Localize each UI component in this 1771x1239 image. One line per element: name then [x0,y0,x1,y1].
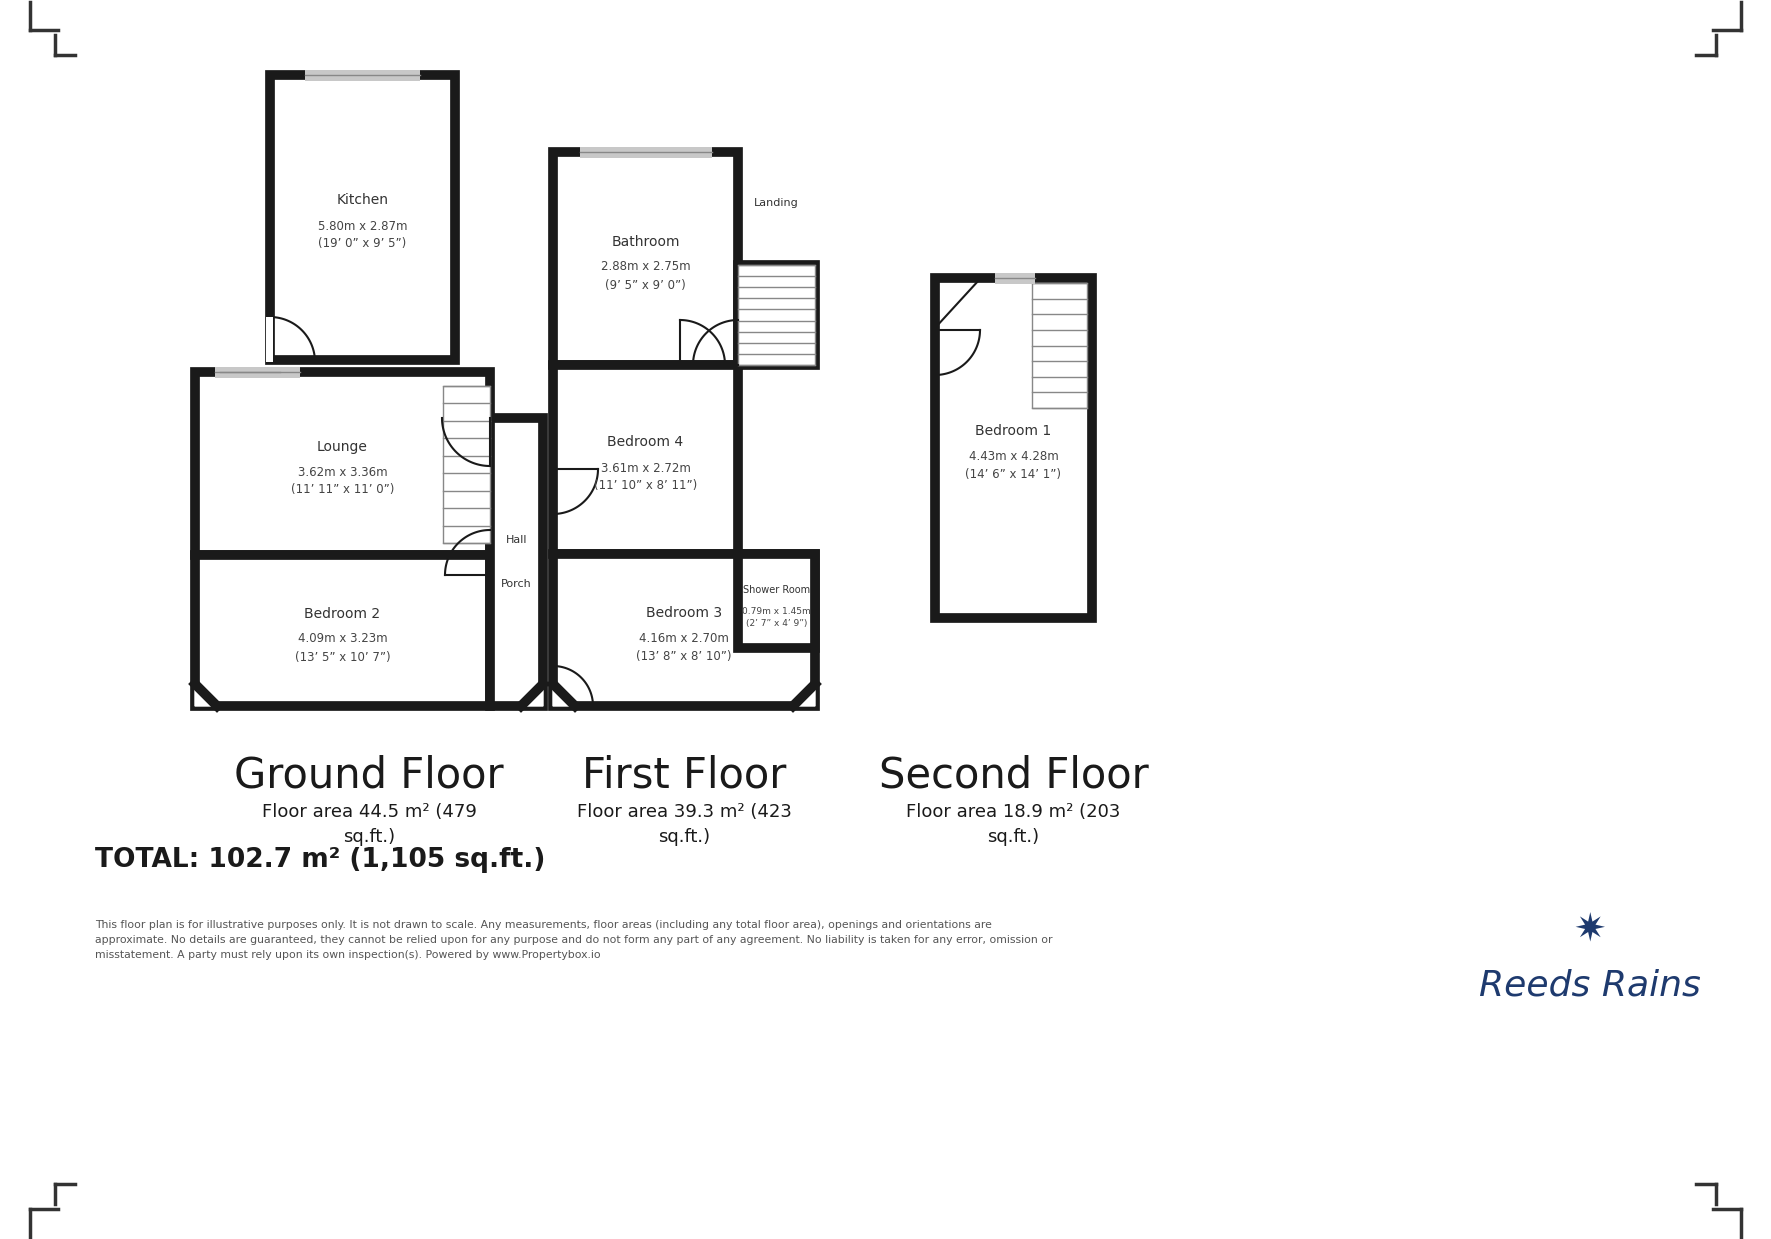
Text: 5.80m x 2.87m
(19’ 0” x 9’ 5”): 5.80m x 2.87m (19’ 0” x 9’ 5”) [317,219,407,250]
Text: Bathroom: Bathroom [611,234,680,249]
Text: First Floor: First Floor [583,755,786,797]
Text: TOTAL: 102.7 m² (1,105 sq.ft.): TOTAL: 102.7 m² (1,105 sq.ft.) [96,847,545,873]
Text: This floor plan is for illustrative purposes only. It is not drawn to scale. Any: This floor plan is for illustrative purp… [96,921,1052,959]
Text: Bedroom 3: Bedroom 3 [646,606,723,620]
Polygon shape [195,684,218,706]
Text: 0.79m x 1.45m
(2’ 7” x 4’ 9”): 0.79m x 1.45m (2’ 7” x 4’ 9”) [742,607,811,628]
Text: ✷: ✷ [1574,911,1606,949]
Bar [935,278,1093,618]
Text: 4.43m x 4.28m
(14’ 6” x 14’ 1”): 4.43m x 4.28m (14’ 6” x 14’ 1”) [965,450,1061,481]
Text: Floor area 39.3 m² (423
sq.ft.): Floor area 39.3 m² (423 sq.ft.) [577,803,792,846]
Bar [195,372,491,555]
Text: Floor area 44.5 m² (479
sq.ft.): Floor area 44.5 m² (479 sq.ft.) [262,803,476,846]
Text: Bedroom 2: Bedroom 2 [305,607,381,621]
Bar [739,265,815,366]
Text: 3.61m x 2.72m
(11’ 10” x 8’ 11”): 3.61m x 2.72m (11’ 10” x 8’ 11”) [593,461,698,492]
Bar [443,387,491,543]
Text: Shower Room: Shower Room [744,585,809,595]
Bar [214,367,280,378]
Bar [739,265,815,366]
Bar [1032,282,1087,408]
Text: Floor area 18.9 m² (203
sq.ft.): Floor area 18.9 m² (203 sq.ft.) [907,803,1121,846]
Text: Kitchen: Kitchen [336,193,388,207]
Bar [553,366,739,554]
Bar [220,367,299,378]
Text: 4.16m x 2.70m
(13’ 8” x 8’ 10”): 4.16m x 2.70m (13’ 8” x 8’ 10”) [636,632,731,663]
Bar [553,152,739,366]
Bar [739,554,815,648]
Text: 3.62m x 3.36m
(11’ 11” x 11’ 0”): 3.62m x 3.36m (11’ 11” x 11’ 0”) [290,466,395,497]
Text: Reeds Rains: Reeds Rains [1479,968,1700,1002]
Text: 4.09m x 3.23m
(13’ 5” x 10’ 7”): 4.09m x 3.23m (13’ 5” x 10’ 7”) [294,632,390,664]
Polygon shape [553,684,576,706]
Bar [995,273,1034,284]
Polygon shape [521,684,544,706]
Text: Lounge: Lounge [317,440,368,453]
Text: Ground Floor: Ground Floor [234,755,503,797]
Bar [195,555,491,706]
Text: Bedroom 4: Bedroom 4 [607,435,684,450]
Bar [266,317,273,362]
Bar [269,76,455,361]
Text: 2.88m x 2.75m
(9’ 5” x 9’ 0”): 2.88m x 2.75m (9’ 5” x 9’ 0”) [600,260,691,291]
Text: Porch: Porch [501,579,531,589]
Text: Bedroom 1: Bedroom 1 [976,424,1052,439]
Text: Landing: Landing [754,198,799,208]
Polygon shape [793,684,815,706]
Text: Second Floor: Second Floor [878,755,1148,797]
Bar [266,401,273,406]
Bar [491,418,544,706]
Text: Hall: Hall [507,535,528,545]
Bar [579,146,712,157]
Bar [305,69,420,81]
Bar [553,554,815,706]
